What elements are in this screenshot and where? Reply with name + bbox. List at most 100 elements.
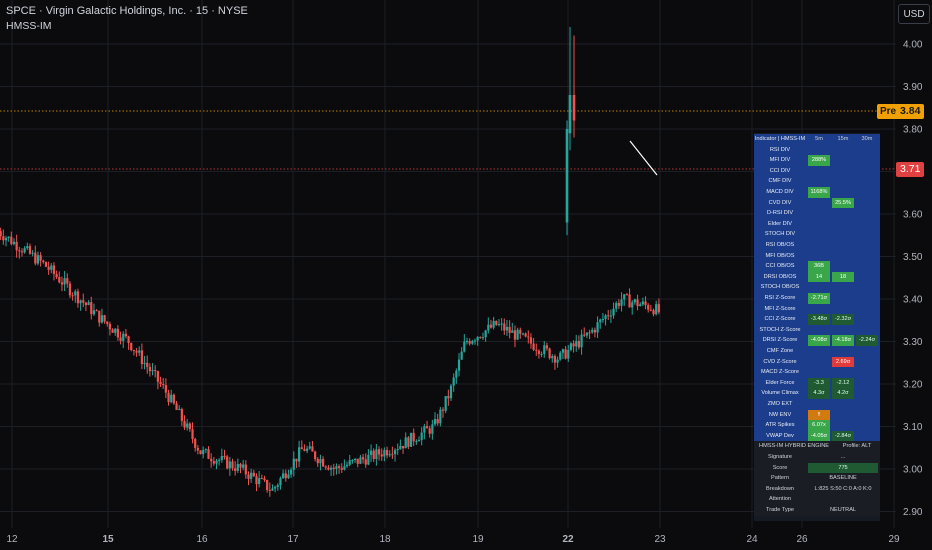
engine-row: Breakdown L:825 S:50 C:0 A:0 K:0	[754, 483, 880, 495]
candle-body	[596, 322, 599, 333]
row-value-30m	[856, 420, 878, 431]
candle-body	[164, 385, 167, 393]
row-value-30m	[856, 176, 878, 187]
y-tick-label: 3.60	[903, 210, 923, 221]
currency-button[interactable]: USD	[898, 4, 930, 24]
candle-body	[495, 320, 498, 325]
indicator-label[interactable]: HMSS-IM	[6, 20, 52, 32]
candle-body	[31, 252, 34, 254]
candle-body	[484, 330, 487, 338]
candle-body	[100, 315, 104, 323]
row-label: RSI Z-Score	[764, 295, 796, 301]
candle-body	[172, 394, 175, 404]
x-tick-label: 15	[102, 534, 114, 545]
candle-body	[55, 273, 58, 278]
candle-body	[2, 236, 5, 241]
x-tick-label: 23	[654, 534, 666, 545]
table-row: NW ENV!!	[754, 409, 880, 421]
candle-body	[364, 459, 367, 465]
table-row: MACD DIV 1168%	[754, 187, 880, 198]
candle-body	[545, 345, 549, 349]
row-value-5m: 4.3σ	[808, 388, 830, 399]
candle-body	[388, 454, 391, 456]
candle-body	[36, 255, 40, 264]
candle-body	[183, 420, 186, 428]
candle-body	[295, 458, 298, 462]
candle-body	[428, 428, 431, 434]
candle-body	[572, 95, 576, 121]
x-axis-ticks: 12 15 16 17 18 19 22 23 24 26 29	[6, 534, 900, 545]
row-value-15m	[832, 261, 854, 272]
candle-body	[383, 450, 386, 457]
table-row: Volume Climax 4.3σ 4.2σ	[754, 388, 880, 399]
candle-body	[565, 129, 569, 223]
candle-body	[401, 445, 405, 449]
candle-body	[407, 437, 410, 447]
candle-body	[276, 485, 279, 487]
candle-body	[615, 303, 618, 309]
candle-body	[340, 467, 343, 470]
candle-body	[84, 302, 88, 306]
candle-body	[42, 260, 45, 262]
row-label: CMF DIV	[768, 178, 792, 185]
y-tick-label: 3.90	[903, 82, 923, 93]
candle-body	[551, 356, 554, 359]
candle-body	[167, 392, 170, 403]
symbol-title[interactable]: SPCE · Virgin Galactic Holdings, Inc. · …	[6, 5, 248, 17]
candle-body	[140, 350, 143, 365]
candle-body	[633, 299, 636, 303]
table-row: DRSI OB/OS 14 18	[754, 271, 880, 283]
candle-body	[159, 381, 162, 384]
candle-body	[76, 291, 80, 304]
candle-body	[90, 302, 93, 315]
candle-body	[335, 466, 338, 469]
candle-body	[156, 371, 159, 382]
row-value-30m	[856, 346, 878, 357]
table-row: CCI OB/OS 36B	[754, 261, 880, 272]
candle-body	[559, 352, 562, 360]
candle-body	[287, 474, 290, 479]
table-row: STOCH OB/OS	[754, 282, 880, 293]
candle-body	[175, 403, 178, 410]
row-label: Elder DIV	[768, 220, 792, 227]
candle-body	[513, 330, 517, 340]
candle-body	[465, 341, 469, 343]
candle-body	[409, 432, 413, 447]
candle-body	[63, 278, 66, 285]
candle-body	[279, 478, 282, 486]
table-row: MFI Z-Score	[754, 303, 880, 315]
candle-body	[327, 467, 330, 470]
table-row: ZMO EXT	[754, 399, 880, 410]
row-value-5m	[808, 399, 830, 410]
row-value-15m: 25.5%	[832, 197, 854, 209]
candle-body	[657, 304, 660, 313]
engine-row-label: Signature	[768, 454, 792, 460]
candle-body	[98, 310, 101, 323]
candle-body	[298, 447, 301, 462]
candle-body	[226, 456, 229, 469]
candle-body	[567, 349, 570, 359]
candle-body	[468, 341, 471, 344]
candle-body	[0, 231, 2, 237]
row-value-5m: -4.08σ	[808, 335, 830, 346]
candle-body	[593, 329, 597, 333]
candle-body	[122, 333, 125, 341]
candle-body	[572, 343, 575, 347]
row-value-5m	[808, 251, 830, 262]
candle-body	[12, 241, 16, 245]
row-value-5m	[808, 176, 830, 187]
engine-row: Score 775	[754, 462, 880, 474]
row-value-15m	[832, 367, 854, 378]
row-label: Volume Climax	[761, 390, 799, 397]
row-label: STOCH DIV	[764, 231, 796, 238]
candle-body	[170, 394, 173, 403]
candle-body	[492, 320, 495, 328]
row-value-5m	[808, 229, 830, 240]
row-value-30m	[856, 282, 878, 293]
engine-row-value: ...	[840, 454, 846, 460]
candle-body	[396, 449, 399, 451]
candle-body	[487, 324, 490, 331]
y-tick-label: 3.20	[903, 380, 923, 391]
candle-body	[308, 446, 311, 449]
